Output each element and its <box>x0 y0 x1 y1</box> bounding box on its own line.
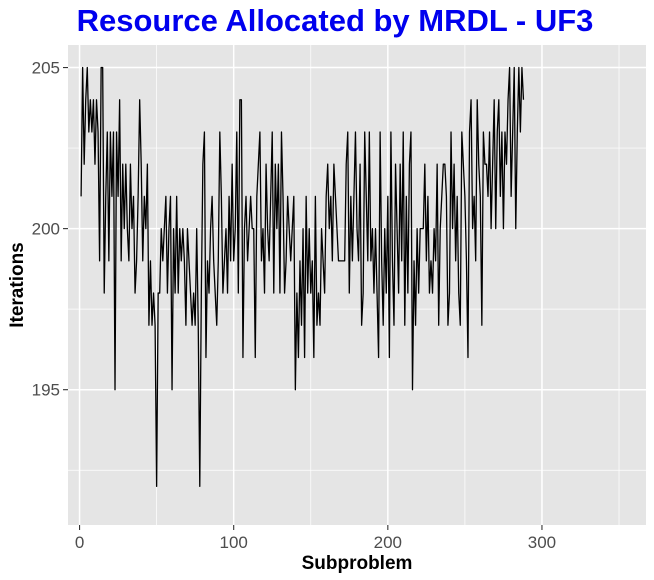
x-axis-title: Subproblem <box>302 553 413 574</box>
x-axis-ticks: 0 100 200 300 <box>75 525 556 552</box>
y-axis-ticks: 195 200 205 <box>32 59 68 400</box>
x-tick-label: 200 <box>374 533 402 552</box>
y-axis-title: Iterations <box>7 242 28 328</box>
minor-gridlines <box>68 45 646 525</box>
y-tick-label: 195 <box>32 381 60 400</box>
x-tick-label: 0 <box>75 533 84 552</box>
plot-panel <box>68 45 646 525</box>
y-tick-label: 205 <box>32 59 60 78</box>
x-tick-label: 300 <box>528 533 556 552</box>
series-line <box>80 66 525 487</box>
x-tick-label: 100 <box>220 533 248 552</box>
chart-title: Resource Allocated by MRDL - UF3 <box>77 3 594 38</box>
y-tick-label: 200 <box>32 220 60 239</box>
